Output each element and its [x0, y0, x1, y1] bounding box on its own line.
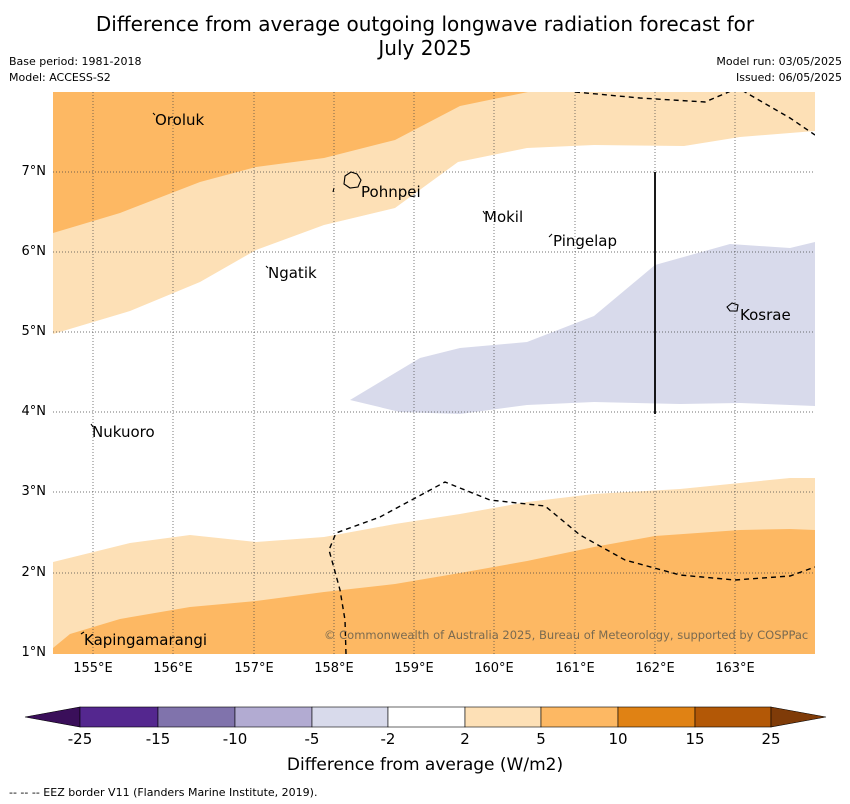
- colorbar-tick-5: -2: [380, 730, 396, 748]
- model-run-text: Model run: 03/05/2025: [716, 55, 842, 68]
- colorbar-seg-9: [694, 706, 772, 728]
- colorbar-seg-5: [387, 706, 466, 728]
- lon-label-162: 162°E: [635, 661, 675, 676]
- place-label-oroluk: Oroluk: [155, 111, 205, 129]
- base-period-text: Base period: 1981-2018: [9, 55, 142, 68]
- colorbar-seg-8: [617, 706, 696, 728]
- lon-label-156: 156°E: [153, 661, 193, 676]
- place-label-pohnpei: Pohnpei: [361, 183, 421, 201]
- meta-right: Model run: 03/05/2025 Issued: 06/05/2025: [716, 54, 842, 86]
- meta-left: Base period: 1981-2018 Model: ACCESS-S2: [9, 54, 141, 86]
- anomaly-band-north-5to10: [53, 92, 528, 233]
- island-kosrae-outline: [726, 302, 739, 312]
- island-pohnpei-islet: [332, 187, 335, 193]
- place-label-kosrae: Kosrae: [740, 306, 791, 324]
- anomaly-region-neg-2to5: [350, 242, 815, 414]
- place-label-kapingamarangi: Kapingamarangi: [84, 631, 208, 649]
- colorbar-seg-3: [234, 706, 313, 728]
- eez-border-south: [328, 481, 815, 654]
- copyright-notice: © Commonwealth of Australia 2025, Bureau…: [324, 628, 809, 642]
- island-pohnpei-outline: [343, 171, 362, 189]
- colorbar-seg-6: [464, 706, 542, 728]
- lon-label-155: 155°E: [73, 661, 113, 676]
- islands: [80, 112, 739, 635]
- gridlines: [53, 92, 815, 654]
- eez-borders: [328, 92, 815, 654]
- lat-label-4: 4°N: [21, 404, 47, 419]
- map-title: Difference from average outgoing longwav…: [0, 12, 850, 60]
- colorbar-tick-6: 2: [460, 730, 470, 748]
- colorbar-tick-8: 10: [608, 730, 628, 748]
- anomaly-layer: [53, 92, 815, 654]
- colorbar-title: Difference from average (W/m2): [286, 755, 564, 775]
- colorbar-seg-4: [311, 706, 389, 728]
- colorbar-tick-1: -25: [67, 730, 93, 748]
- place-label-pingelap: Pingelap: [553, 232, 618, 250]
- lat-label-2: 2°N: [21, 565, 47, 580]
- lon-label-158: 158°E: [314, 661, 354, 676]
- lat-label-6: 6°N: [21, 244, 47, 259]
- island-oroluk-mark: [152, 112, 156, 116]
- island-nukuoro-mark: [90, 423, 94, 428]
- lon-label-161: 161°E: [555, 661, 595, 676]
- eez-border-north: [574, 92, 815, 136]
- lon-label-157: 157°E: [234, 661, 274, 676]
- colorbar-tick-3: -10: [222, 730, 248, 748]
- colorbar-seg-2: [157, 706, 236, 728]
- island-mokil-mark: [482, 210, 486, 215]
- place-label-nukuoro: Nukuoro: [92, 423, 155, 441]
- colorbar-tick-4: -5: [304, 730, 320, 748]
- colorbar-tick-10: 25: [761, 730, 781, 748]
- lat-label-7: 7°N: [21, 164, 47, 179]
- island-ngatik-mark: [265, 265, 269, 269]
- colorbar-lower-extend: [24, 706, 81, 728]
- colorbar-seg-1: [79, 706, 159, 728]
- lat-label-3: 3°N: [21, 484, 47, 499]
- colorbar: [24, 706, 827, 728]
- colorbar-tick-2: -15: [145, 730, 171, 748]
- lon-label-160: 160°E: [474, 661, 514, 676]
- lat-label-5: 5°N: [21, 324, 47, 339]
- lon-label-159: 159°E: [394, 661, 434, 676]
- colorbar-tick-9: 15: [685, 730, 705, 748]
- title-line-2: July 2025: [378, 36, 472, 60]
- colorbar-seg-7: [540, 706, 619, 728]
- place-label-ngatik: Ngatik: [268, 264, 317, 282]
- lon-label-163: 163°E: [715, 661, 755, 676]
- colorbar-upper-extend: [770, 706, 827, 728]
- colorbar-tick-7: 5: [536, 730, 546, 748]
- model-text: Model: ACCESS-S2: [9, 71, 111, 84]
- island-kapingamarangi-mark: [80, 631, 85, 635]
- lat-label-1: 1°N: [21, 645, 47, 660]
- island-pingelap-mark: [548, 233, 553, 238]
- place-label-mokil: Mokil: [484, 208, 524, 226]
- title-line-1: Difference from average outgoing longwav…: [95, 12, 755, 36]
- issued-text: Issued: 06/05/2025: [735, 71, 842, 84]
- footnote-eez: -- -- -- EEZ border V11 (Flanders Marine…: [9, 786, 318, 799]
